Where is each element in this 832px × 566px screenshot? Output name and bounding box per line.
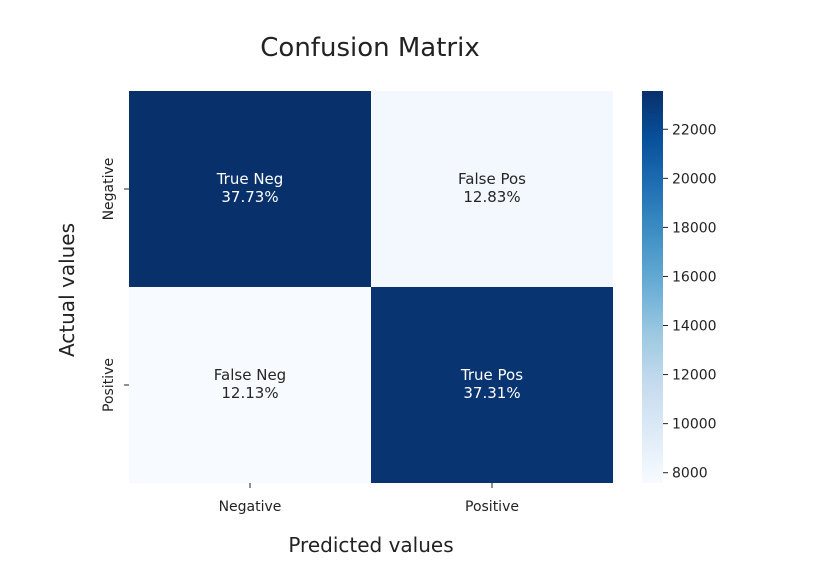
x-axis-label: Predicted values — [288, 533, 453, 557]
y-tick-label: Negative — [101, 158, 117, 221]
cell-label: True Neg — [216, 170, 284, 188]
colorbar-tick-label: 8000 — [672, 466, 708, 482]
colorbar-tick-label: 14000 — [672, 319, 717, 335]
heatmap-cell — [129, 287, 371, 483]
cell-percent: 37.31% — [463, 384, 520, 402]
chart-title: Confusion Matrix — [260, 33, 479, 63]
y-axis-label: Actual values — [55, 223, 79, 357]
cell-percent: 12.83% — [463, 188, 520, 206]
heatmap-cell — [371, 287, 613, 483]
axis-ticks: Negative Positive Negative Positive — [101, 158, 519, 515]
colorbar-bar — [642, 91, 663, 483]
cell-label: False Pos — [458, 170, 526, 188]
colorbar-tick-label: 18000 — [672, 220, 717, 236]
colorbar-tick-label: 20000 — [672, 171, 717, 187]
cell-percent: 37.73% — [221, 188, 278, 206]
colorbar-tick-label: 22000 — [672, 122, 717, 138]
heatmap-cell — [129, 91, 371, 287]
y-tick-label: Positive — [101, 358, 117, 412]
x-tick-label: Negative — [219, 499, 282, 515]
colorbar: 8000 10000 12000 14000 16000 18000 20000 22000 — [642, 91, 717, 483]
cell-percent: 12.13% — [221, 384, 278, 402]
heatmap-cell — [371, 91, 613, 287]
x-tick-label: Positive — [465, 499, 519, 515]
colorbar-tick-label: 10000 — [672, 417, 717, 433]
colorbar-tick-label: 16000 — [672, 269, 717, 285]
cell-label: False Neg — [214, 366, 286, 384]
cell-label: True Pos — [460, 366, 523, 384]
colorbar-tick-label: 12000 — [672, 368, 717, 384]
